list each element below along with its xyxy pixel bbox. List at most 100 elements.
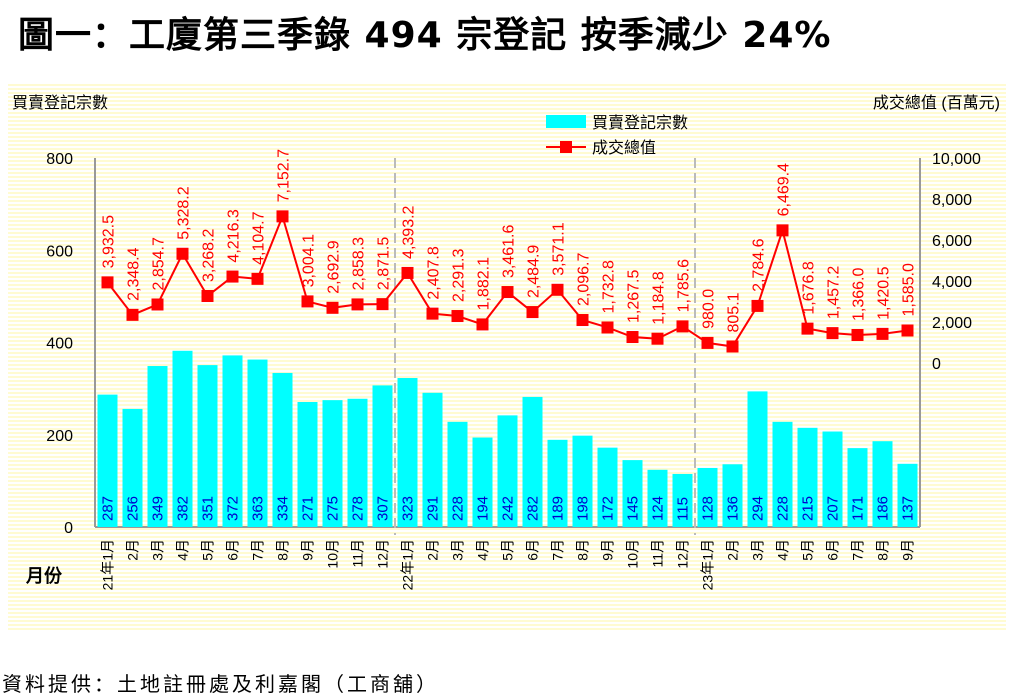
bar-value-label: 228 — [450, 496, 467, 521]
bar — [397, 378, 418, 527]
line-marker — [401, 266, 414, 279]
x-tick-label: 6月 — [825, 539, 841, 561]
line-value-label: 1,420.5 — [876, 266, 893, 319]
x-tick-label: 3月 — [750, 539, 766, 561]
bar-value-label: 189 — [550, 496, 567, 521]
line-marker — [801, 322, 814, 335]
line-value-label: 3,461.6 — [501, 225, 518, 278]
line-value-label: 3,004.1 — [301, 234, 318, 287]
x-tick-label: 6月 — [525, 539, 541, 561]
bar-value-label: 215 — [800, 496, 817, 521]
bar-value-label: 287 — [100, 496, 117, 521]
legend-line-label: 成交總值 — [592, 139, 656, 157]
line-marker — [451, 310, 464, 323]
bar — [897, 463, 918, 527]
x-tick-label: 8月 — [575, 539, 591, 561]
line-marker — [176, 247, 189, 260]
line-value-label: 2,692.9 — [326, 240, 343, 293]
right-tick-label: 6,000 — [932, 233, 972, 250]
line-marker — [151, 298, 164, 311]
bar-value-label: 145 — [625, 496, 642, 521]
x-tick-label: 2月 — [425, 539, 441, 561]
line-marker — [851, 328, 864, 341]
x-tick-label: 22年1月 — [400, 539, 416, 590]
x-tick-label: 11月 — [350, 539, 366, 568]
bar-value-label: 275 — [325, 496, 342, 521]
x-tick-label: 8月 — [275, 539, 291, 561]
line-marker — [776, 224, 789, 237]
bar — [497, 415, 518, 527]
bar-value-label: 137 — [900, 496, 917, 521]
line-marker — [601, 321, 614, 334]
bar — [722, 464, 743, 527]
bar-value-label: 291 — [425, 496, 442, 521]
line-value-label: 2,348.4 — [126, 247, 143, 300]
x-tick-label: 5月 — [500, 539, 516, 561]
line-value-label: 4,393.2 — [401, 205, 418, 258]
x-tick-label: 8月 — [875, 539, 891, 561]
x-axis-title: 月份 — [25, 565, 63, 586]
right-axis-title: 成交總值 (百萬元) — [873, 94, 1000, 112]
bar — [472, 437, 493, 527]
x-tick-label: 7月 — [250, 539, 266, 561]
line-marker — [251, 272, 264, 285]
line-marker — [201, 290, 214, 303]
line-marker — [326, 301, 339, 314]
x-tick-label: 7月 — [550, 539, 566, 561]
line-value-label: 1,267.5 — [626, 270, 643, 323]
line-value-label: 1,882.1 — [476, 257, 493, 310]
line-marker — [476, 318, 489, 331]
line-marker — [551, 283, 564, 296]
line-value-label: 4,104.7 — [251, 211, 268, 264]
bar-value-label: 194 — [475, 496, 492, 521]
x-tick-label: 5月 — [800, 539, 816, 561]
line-marker — [751, 299, 764, 312]
bar — [697, 467, 718, 527]
x-tick-label: 3月 — [450, 539, 466, 561]
x-tick-label: 4月 — [175, 539, 191, 561]
bar — [297, 402, 318, 527]
line-marker — [726, 340, 739, 353]
x-tick-label: 21年1月 — [100, 539, 116, 590]
source-note: 資料提供：土地註冊處及利嘉閣（工商舖） — [2, 672, 439, 696]
line-value-label: 2,484.9 — [526, 245, 543, 298]
x-tick-label: 5月 — [200, 539, 216, 561]
x-tick-label: 12月 — [675, 539, 691, 569]
bar-value-label: 372 — [225, 496, 242, 521]
bar-value-label: 382 — [175, 496, 192, 521]
bar — [872, 441, 893, 527]
line-marker — [901, 324, 914, 337]
bar — [372, 385, 393, 527]
bar-value-label: 307 — [375, 496, 392, 521]
bar-value-label: 351 — [200, 496, 217, 521]
line-marker — [426, 307, 439, 320]
bar-value-label: 323 — [400, 496, 417, 521]
bar-value-label: 207 — [825, 496, 842, 521]
bar-value-label: 171 — [850, 496, 867, 521]
bar — [247, 359, 268, 527]
line-value-label: 1,676.8 — [801, 261, 818, 314]
bar — [197, 365, 218, 527]
line-value-label: 6,469.4 — [776, 163, 793, 216]
x-tick-label: 9月 — [900, 539, 916, 561]
line-marker — [126, 308, 139, 321]
bar — [547, 439, 568, 527]
left-axis-title: 買賣登記宗數 — [12, 94, 108, 112]
legend-bar-swatch — [546, 115, 586, 128]
line-marker — [626, 331, 639, 344]
right-tick-label: 2,000 — [932, 315, 972, 332]
line-value-label: 7,152.7 — [276, 149, 293, 202]
line-value-label: 3,571.1 — [551, 222, 568, 275]
bar-value-label: 186 — [875, 496, 892, 521]
bar — [172, 350, 193, 527]
legend-line-marker — [560, 141, 572, 153]
x-tick-label: 6月 — [225, 539, 241, 561]
x-tick-label: 11月 — [650, 539, 666, 568]
bar — [672, 473, 693, 527]
bar — [572, 435, 593, 527]
bar — [222, 355, 243, 527]
line-value-label: 1,457.2 — [826, 266, 843, 319]
legend-bar-label: 買賣登記宗數 — [592, 114, 688, 132]
bar-value-label: 278 — [350, 496, 367, 521]
